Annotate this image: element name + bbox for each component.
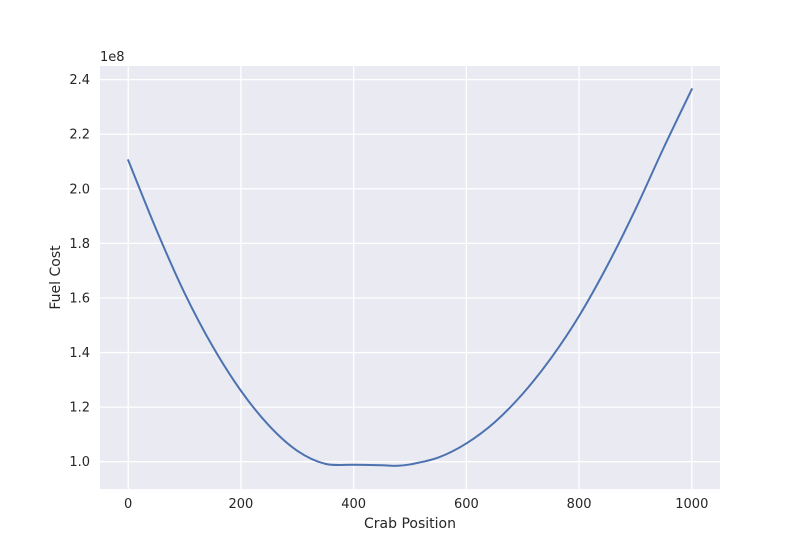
plot-background	[100, 66, 720, 489]
y-tick-label: 1.8	[69, 237, 90, 252]
y-tick-label: 1.2	[69, 401, 90, 416]
x-axis-label: Crab Position	[364, 516, 456, 532]
y-tick-label: 2.2	[69, 128, 90, 143]
x-tick-label: 0	[124, 497, 132, 512]
x-tick-label: 400	[341, 497, 366, 512]
y-tick-label: 2.4	[69, 73, 90, 88]
y-tick-label: 1.0	[69, 455, 90, 470]
grid-lines	[100, 66, 720, 489]
x-tick-label: 600	[454, 497, 479, 512]
series-layer	[127, 88, 693, 467]
x-tick-label: 200	[228, 497, 253, 512]
y-offset-label: 1e8	[100, 50, 125, 65]
tick-labels: 0 200 400 600 800 1000 1.0 1.2 1.4 1.6 1.8 2.0 2.2 2.…	[69, 73, 708, 512]
y-tick-label: 2.0	[69, 182, 90, 197]
fuel-cost-series-line	[127, 88, 693, 467]
x-tick-label: 1000	[675, 497, 708, 512]
y-tick-label: 1.6	[69, 291, 90, 306]
x-tick-label: 800	[567, 497, 592, 512]
y-tick-label: 1.4	[69, 346, 90, 361]
y-axis-label: Fuel Cost	[48, 245, 64, 310]
